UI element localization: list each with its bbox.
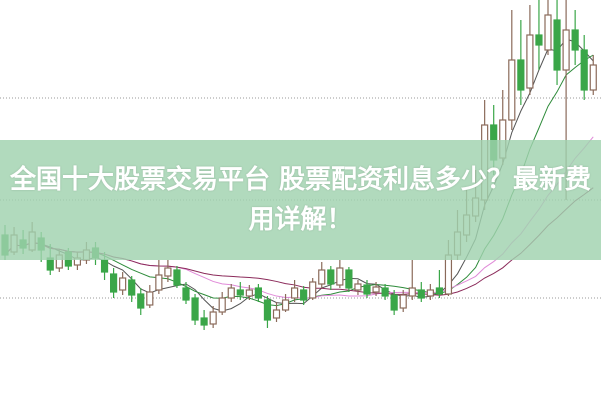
up-candle — [336, 267, 344, 286]
down-candle — [137, 293, 145, 309]
up-candle — [444, 254, 453, 295]
down-candle — [128, 279, 136, 296]
up-candle — [291, 287, 299, 299]
down-candle — [327, 269, 335, 285]
up-candle — [399, 294, 407, 309]
up-candle — [281, 299, 290, 311]
up-candle — [318, 269, 326, 285]
down-candle — [263, 299, 272, 321]
up-candle — [309, 281, 317, 299]
down-candle — [435, 287, 443, 295]
up-candle — [372, 286, 380, 293]
up-candle — [155, 274, 163, 291]
up-candle — [589, 64, 597, 91]
down-candle — [182, 287, 190, 301]
up-candle — [562, 29, 570, 71]
down-candle — [300, 289, 308, 301]
up-candle — [146, 291, 154, 306]
down-candle — [363, 284, 371, 295]
up-candle — [408, 287, 416, 297]
up-candle — [272, 309, 281, 319]
down-candle — [553, 19, 561, 71]
down-candle — [580, 49, 588, 91]
up-candle — [426, 289, 434, 297]
article-title: 全国十大股票交易平台 股票配资利息多少？最新费用详解！ — [9, 165, 592, 235]
down-candle — [417, 289, 425, 299]
up-candle — [119, 277, 127, 291]
up-candle — [218, 297, 226, 313]
down-candle — [517, 59, 525, 91]
down-candle — [173, 269, 181, 286]
down-candle — [571, 29, 579, 51]
up-candle — [544, 14, 552, 51]
down-candle — [236, 289, 244, 296]
up-candle — [508, 59, 516, 121]
down-candle — [109, 273, 118, 293]
down-candle — [191, 297, 199, 321]
down-candle — [390, 294, 398, 311]
title-banner: 全国十大股票交易平台 股票配资利息多少？最新费用详解！ — [0, 140, 601, 260]
up-candle — [209, 311, 217, 325]
up-candle — [354, 283, 362, 291]
down-candle — [254, 287, 262, 299]
up-candle — [526, 34, 534, 89]
down-candle — [100, 259, 109, 273]
up-candle — [245, 289, 253, 297]
down-candle — [345, 269, 353, 289]
up-candle — [227, 287, 235, 299]
down-candle — [535, 34, 543, 46]
down-candle — [200, 317, 208, 326]
down-candle — [381, 287, 389, 297]
up-candle — [164, 267, 172, 277]
